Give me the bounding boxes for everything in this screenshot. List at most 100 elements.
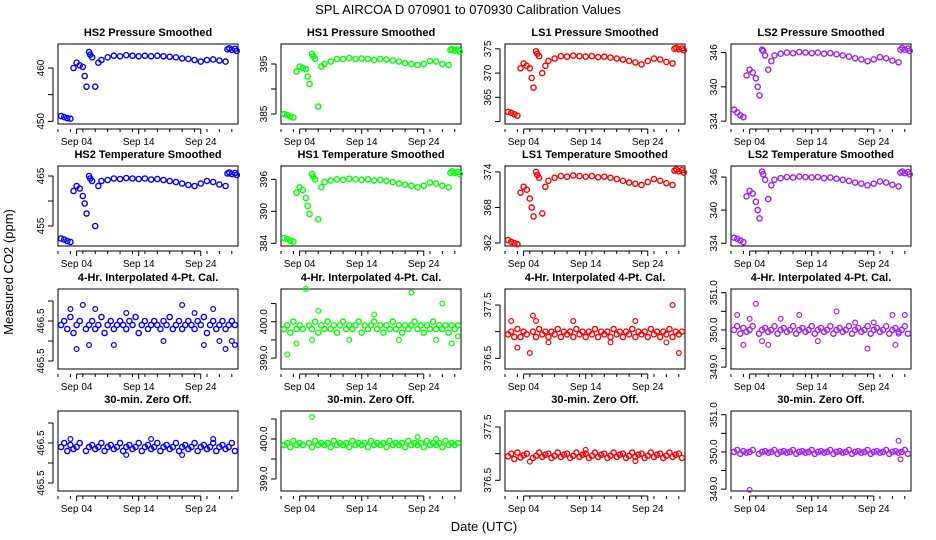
outlier-point — [759, 338, 766, 345]
y-tick-label: 365 — [483, 89, 494, 106]
data-point — [206, 443, 214, 451]
data-point — [511, 455, 518, 463]
data-point — [858, 180, 865, 187]
data-point — [764, 449, 772, 456]
data-point — [827, 322, 834, 330]
data-point — [663, 58, 670, 66]
x-tick-label: Sep 04 — [61, 259, 93, 270]
x-tick-label: Sep 14 — [346, 137, 378, 148]
y-axis-label: Measured CO2 (ppm) — [1, 209, 16, 335]
y-tick-label: 374 — [483, 163, 494, 180]
data-point — [225, 443, 232, 451]
chart-panel-12: 4-Hr. Interpolated 4-Pt. Cal. Sep 04 Sep 1… — [709, 272, 912, 393]
data-point — [327, 177, 334, 184]
data-point — [551, 174, 558, 182]
data-point — [761, 52, 769, 59]
data-point — [110, 52, 118, 60]
data-point — [783, 173, 791, 181]
data-point — [88, 441, 96, 449]
data-point — [358, 55, 365, 62]
data-point — [601, 173, 608, 180]
data-point — [777, 50, 784, 58]
data-point — [197, 58, 205, 65]
x-tick-label: Sep 04 — [734, 382, 766, 393]
data-point — [814, 448, 822, 456]
x-tick-label: Sep 24 — [858, 137, 890, 148]
data-point — [104, 321, 111, 329]
x-tick-label: Sep 04 — [284, 259, 316, 270]
outlier-point — [734, 312, 741, 319]
data-point — [870, 56, 878, 63]
data-point — [610, 449, 617, 456]
data-point — [113, 443, 121, 451]
outlier-point — [346, 336, 353, 343]
data-point — [638, 61, 645, 68]
data-point — [339, 318, 347, 326]
data-point — [60, 317, 68, 325]
data-point — [876, 449, 884, 456]
data-point — [619, 450, 627, 457]
data-point — [759, 170, 767, 178]
data-point — [64, 447, 71, 455]
data-point — [680, 47, 688, 54]
data-point — [150, 317, 158, 325]
plot-frame — [280, 165, 462, 247]
data-point — [545, 450, 552, 457]
y-tick-label: 450 — [36, 113, 47, 130]
data-point — [789, 49, 797, 57]
data-point — [98, 56, 105, 64]
outlier-point — [746, 315, 753, 322]
panel-title: HS1 Temperature Smoothed — [297, 149, 444, 161]
data-point — [85, 321, 93, 329]
data-point — [749, 190, 757, 197]
data-point — [160, 52, 167, 60]
data-point — [795, 48, 803, 56]
y-tick-label: 346 — [709, 44, 720, 61]
data-point — [579, 328, 586, 335]
data-point — [185, 55, 192, 63]
data-point — [377, 322, 384, 329]
data-point — [299, 64, 307, 72]
data-point — [129, 321, 136, 329]
data-point — [563, 173, 571, 180]
data-point — [851, 54, 859, 62]
data-point — [889, 448, 896, 456]
data-point — [628, 325, 636, 333]
outlier-point — [210, 306, 217, 313]
outlier-point — [293, 340, 300, 347]
outlier-point — [315, 307, 322, 314]
data-points — [730, 168, 914, 246]
data-point — [64, 325, 71, 333]
data-point — [380, 329, 387, 336]
data-point — [656, 333, 664, 341]
data-point — [302, 65, 310, 73]
data-point — [138, 447, 146, 455]
data-point — [789, 322, 797, 330]
data-point — [569, 333, 577, 341]
panel-title: 4-Hr. Interpolated 4-Pt. Cal. — [78, 272, 219, 284]
data-point — [591, 449, 599, 456]
data-point — [83, 210, 90, 217]
data-point — [91, 222, 99, 230]
outlier-point — [210, 436, 217, 443]
x-tick-label: Sep 24 — [858, 382, 890, 393]
y-tick-label: 376.5 — [483, 345, 494, 370]
data-point — [67, 238, 74, 246]
outlier-point — [123, 310, 130, 317]
data-point — [904, 330, 912, 337]
data-point — [889, 57, 896, 64]
data-point — [432, 58, 440, 65]
data-point — [414, 61, 421, 69]
panel-title: 30-min. Zero Off. — [327, 394, 414, 406]
data-point — [389, 318, 397, 326]
data-point — [538, 210, 546, 217]
x-tick-label: Sep 14 — [123, 259, 155, 270]
outlier-point — [545, 339, 552, 346]
data-point — [517, 64, 524, 72]
data-point — [318, 184, 325, 191]
data-point — [98, 439, 105, 447]
data-point — [783, 449, 791, 456]
data-point — [864, 322, 871, 330]
data-points — [57, 302, 239, 353]
data-point — [582, 333, 589, 341]
